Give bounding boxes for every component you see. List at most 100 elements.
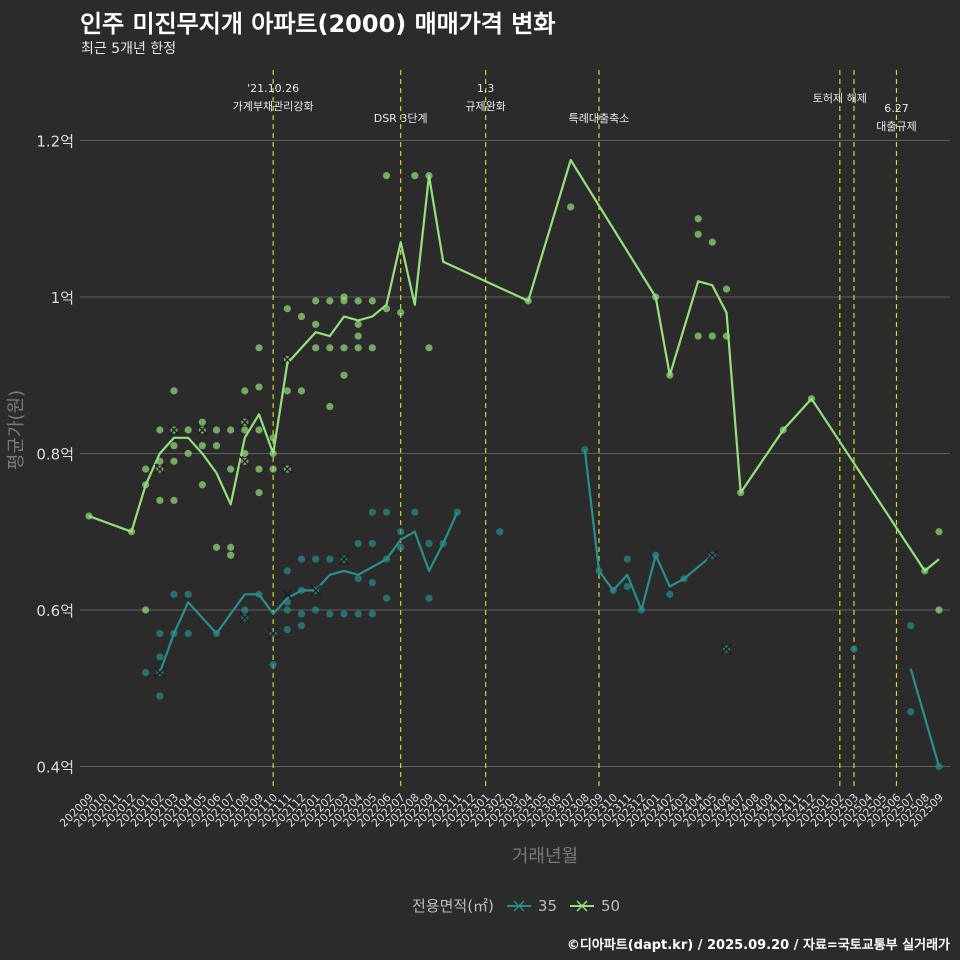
data-point-50 (227, 543, 235, 551)
data-point-50 (694, 215, 702, 223)
data-point-35 (581, 445, 589, 454)
data-point-35 (241, 606, 249, 614)
event-label: 1.3 (477, 82, 495, 95)
data-point-50 (297, 312, 306, 321)
y-tick-label: 0.8억 (36, 445, 74, 463)
data-point-35 (283, 606, 291, 614)
data-point-50 (255, 426, 263, 434)
data-point-35 (935, 762, 943, 771)
data-point-50 (354, 332, 362, 340)
data-point-35 (326, 610, 334, 618)
data-point-50 (255, 383, 263, 391)
event-label: '21.10.26 (247, 82, 299, 95)
data-point-50 (326, 344, 334, 352)
data-point-35 (907, 622, 915, 630)
series-line-50 (88, 158, 940, 573)
data-point-35 (184, 629, 192, 638)
data-point-50 (170, 442, 178, 450)
data-point-35 (397, 528, 405, 536)
legend-label-50: 50 (601, 896, 621, 915)
data-point-50 (184, 449, 192, 458)
data-point-35 (496, 528, 504, 536)
data-point-50 (198, 418, 206, 426)
data-point-50 (694, 332, 702, 340)
data-point-35 (340, 610, 348, 618)
data-point-50 (255, 489, 263, 497)
event-label: 6.27 (884, 102, 909, 115)
cancelled-mark-50 (196, 424, 208, 436)
data-point-50 (340, 371, 348, 379)
data-point-50 (935, 606, 943, 614)
data-point-50 (212, 442, 221, 450)
data-point-50 (241, 426, 249, 434)
y-tick-label: 1억 (51, 289, 74, 307)
data-point-35 (312, 606, 320, 614)
data-point-35 (382, 594, 391, 602)
data-point-50 (312, 297, 320, 305)
data-point-50 (340, 344, 348, 352)
event-label: DSR 3단계 (374, 112, 428, 125)
data-point-50 (382, 172, 391, 180)
data-point-50 (170, 387, 178, 395)
event-label: 특례대출축소 (569, 112, 630, 125)
data-point-35 (354, 575, 362, 583)
legend-item-35: 35 (506, 897, 557, 915)
data-point-35 (382, 508, 391, 516)
source-caption: ©디아파트(dapt.kr) / 2025.09.20 / 자료=국토교통부 실… (566, 938, 950, 953)
cancelled-mark-50 (154, 463, 166, 475)
data-point-50 (212, 543, 221, 551)
y-tick-label: 1.2억 (36, 132, 74, 150)
data-point-35 (170, 590, 178, 598)
cancelled-mark-50 (239, 455, 251, 467)
data-point-50 (170, 496, 178, 505)
data-point-50 (255, 465, 263, 473)
data-point-50 (397, 309, 405, 317)
event-label: 가계부채관리강화 (233, 100, 314, 113)
data-point-50 (212, 426, 221, 434)
series-line-35 (158, 511, 459, 673)
data-point-50 (227, 426, 235, 434)
data-point-35 (297, 610, 306, 618)
data-point-50 (198, 481, 206, 489)
y-tick-label: 0.4억 (36, 759, 74, 777)
cancelled-mark-50 (168, 424, 180, 436)
page-subtitle: 최근 5개년 한정 (81, 41, 177, 57)
data-point-35 (368, 610, 376, 618)
cancelled-mark-35 (338, 553, 350, 565)
data-point-50 (184, 426, 192, 434)
data-point-50 (241, 449, 249, 458)
data-point-35 (411, 508, 419, 516)
y-axis-title: 평균가(원) (6, 390, 27, 470)
data-point-50 (368, 344, 376, 352)
data-point-50 (156, 426, 164, 434)
data-point-35 (623, 582, 631, 591)
y-tick-label: 0.6억 (36, 602, 74, 620)
x-axis-title: 거래년월 (512, 846, 578, 867)
data-point-35 (623, 555, 631, 563)
cancelled-mark-35 (239, 612, 251, 624)
data-point-35 (156, 653, 164, 661)
data-point-35 (368, 579, 376, 587)
legend-title: 전용면적(㎡) (412, 897, 494, 915)
data-point-50 (326, 297, 334, 305)
data-point-50 (142, 465, 150, 473)
data-point-35 (397, 543, 405, 551)
data-point-50 (269, 465, 277, 473)
data-point-35 (156, 629, 164, 638)
data-point-35 (156, 692, 164, 700)
data-point-50 (340, 297, 348, 305)
legend: 전용면적(㎡) 35 50 (412, 895, 620, 916)
data-point-50 (297, 387, 306, 395)
data-point-50 (312, 320, 320, 328)
data-point-35 (297, 622, 306, 630)
series-line-35 (909, 668, 941, 767)
data-point-35 (907, 708, 915, 716)
data-point-50 (142, 606, 150, 614)
legend-key-50-icon (570, 899, 594, 912)
data-point-50 (708, 332, 716, 340)
legend-key-35-icon (506, 899, 531, 912)
data-point-35 (850, 645, 858, 653)
data-point-50 (935, 528, 943, 536)
data-point-35 (184, 590, 192, 598)
